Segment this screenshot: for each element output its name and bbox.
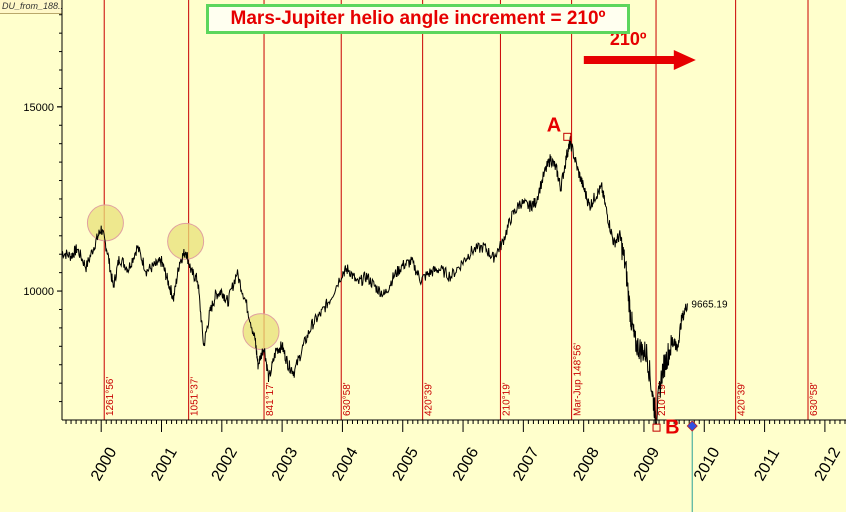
chart-title: Mars-Jupiter helio angle increment = 210… [230, 8, 606, 29]
x-tick-label: 2010 [691, 445, 724, 484]
plot-area [62, 0, 846, 420]
highlight-circle [242, 313, 280, 351]
last-value-label: 9665.19 [691, 299, 728, 310]
current-time-marker [686, 420, 698, 432]
x-tick-label: 2004 [329, 445, 362, 484]
x-tick-label: 2006 [450, 445, 483, 484]
vertical-markers: 1261°56' 1051°37' 841°17' 630°58' 420°39' 210… [103, 0, 820, 420]
marker-label: 630°58' [342, 382, 353, 416]
marker-label: 210°19' [501, 382, 512, 416]
x-tick-label: 2001 [148, 445, 181, 484]
x-tick-label: 2008 [570, 445, 603, 484]
marker-label: 841°17' [265, 382, 276, 416]
y-tick-label: 15000 [23, 102, 54, 114]
marker-label: 630°58' [809, 382, 820, 416]
marker-label: 210°19' [657, 382, 668, 416]
x-tick-label: 2012 [812, 445, 845, 484]
x-tick-label: 2003 [269, 445, 302, 484]
annotation-b-box [652, 423, 661, 432]
marker-label: 420°39' [737, 382, 748, 416]
marker-label: Mar-Jup 148°56' [573, 343, 584, 416]
price-series: 9665.19 [61, 136, 728, 428]
highlight-circle [86, 204, 124, 242]
title-box: Mars-Jupiter helio angle increment = 210… [206, 4, 630, 34]
highlight-circles [86, 204, 280, 351]
highlight-circle [167, 222, 205, 260]
x-tick-label: 2007 [510, 445, 543, 484]
y-tick-label: 10000 [23, 286, 54, 298]
x-tick-label: 2000 [88, 445, 121, 484]
x-tick-label: 2005 [389, 445, 422, 484]
annotation-b: B [665, 416, 679, 438]
annotation-a: A [547, 114, 561, 136]
annotation-arrow [583, 49, 696, 70]
x-tick-label: 2002 [209, 445, 242, 484]
annotation-a-box [563, 132, 572, 141]
marker-label: 1261°56' [105, 377, 116, 416]
price-line [61, 136, 688, 428]
x-tick-label: 2011 [751, 446, 783, 484]
marker-label: 420°39' [424, 382, 435, 416]
x-tick-label: 2009 [631, 445, 664, 484]
marker-label: 1051°37' [190, 377, 201, 416]
chart-grid [62, 0, 846, 420]
